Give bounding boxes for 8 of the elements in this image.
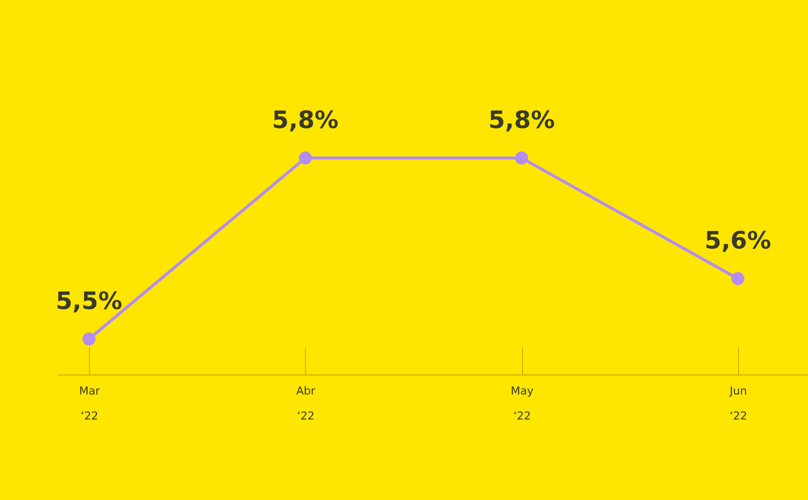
x-tick-label: Abr ‘22 xyxy=(296,384,316,422)
data-label: 5,8% xyxy=(488,106,555,134)
x-tick-label: May ‘22 xyxy=(510,384,534,422)
x-tick-label: Mar ‘22 xyxy=(79,384,100,422)
data-label: 5,8% xyxy=(272,106,339,134)
data-label: 5,6% xyxy=(704,226,772,255)
x-tick-label: Jun ‘22 xyxy=(728,384,748,422)
data-label: 5,5% xyxy=(56,287,122,315)
